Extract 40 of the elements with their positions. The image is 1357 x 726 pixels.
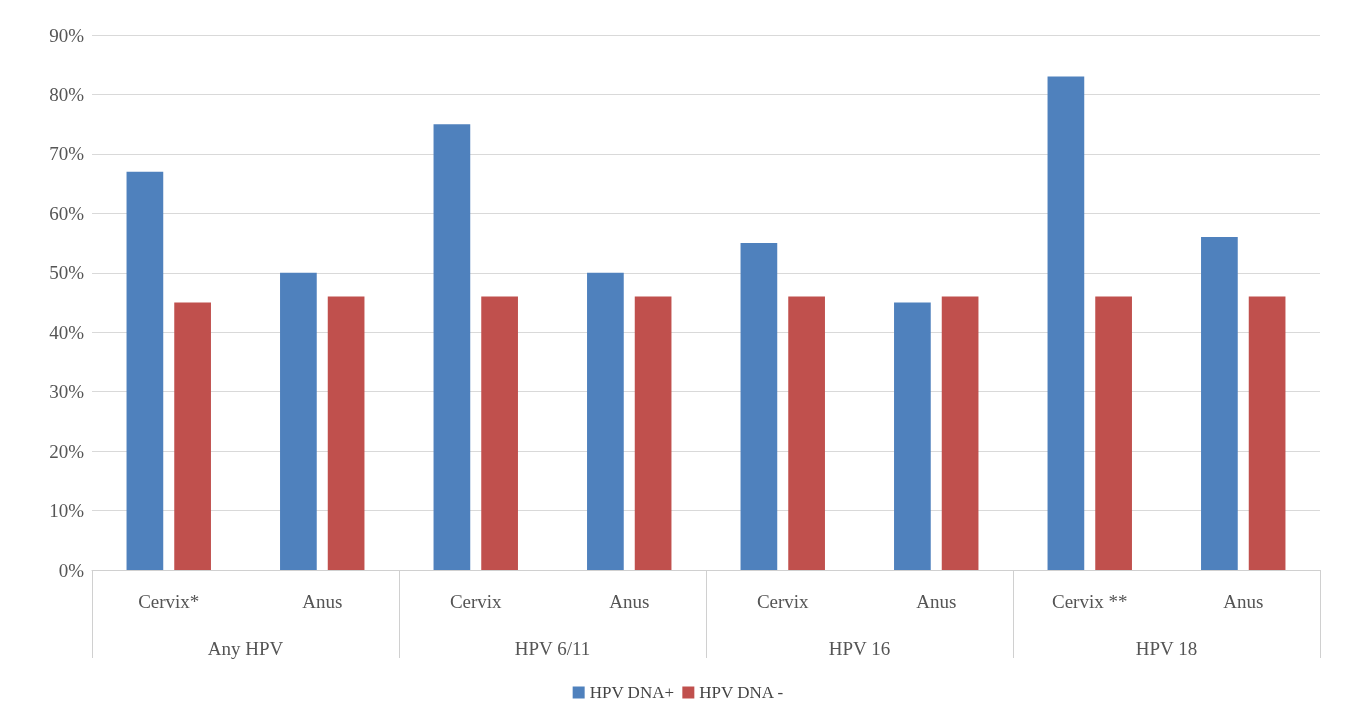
bar [587,272,624,570]
bar [126,171,164,570]
bar [1047,76,1085,570]
bar [1201,237,1238,570]
text: HPV 6/11 [514,638,591,659]
x-tick-label: Anus [302,591,343,612]
x-tick-label: Cervix* [138,591,200,612]
y-tick-label: 70% [49,143,85,165]
bar [174,302,211,570]
y-tick-label: 0% [58,559,85,581]
bar [740,243,778,570]
x-tick-label: Cervix [756,591,810,612]
bar [634,296,672,570]
y-tick-label: 20% [49,440,85,462]
y-tick-label: 40% [49,321,85,343]
x-tick-label: Anus [609,591,650,612]
bar [280,272,317,570]
y-tick-label: 30% [49,381,85,403]
text: HPV 18 [1135,638,1198,659]
bar [894,302,931,570]
text: HPV 16 [828,638,891,659]
text: Any HPV [207,638,284,659]
x-tick-label: Anus [916,591,957,612]
y-tick-label: 10% [49,500,85,522]
legend-label: HPV DNA+ [589,683,675,702]
x-tick-label: Anus [1223,591,1264,612]
legend-label: HPV DNA - [699,683,784,702]
y-tick-label: 90% [49,24,85,46]
y-tick-label: 50% [49,262,85,284]
bar [1248,296,1286,570]
x-tick-label: Cervix [449,591,503,612]
y-tick-label: 80% [49,83,85,105]
bar [481,296,518,570]
bar [327,296,365,570]
y-tick-label: 60% [49,202,85,224]
bar [433,124,471,570]
bar [941,296,979,570]
bar [1095,296,1132,570]
bar [788,296,825,570]
x-tick-label: Cervix ** [1052,591,1128,612]
